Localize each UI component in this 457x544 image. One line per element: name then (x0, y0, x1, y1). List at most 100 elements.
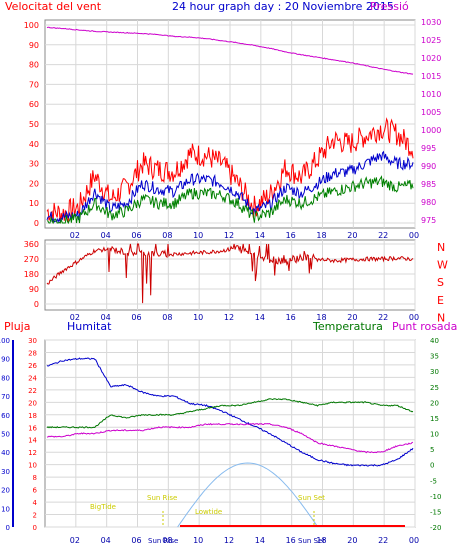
temperature-tick: 0 (430, 462, 434, 470)
temperature-tick: -5 (430, 477, 437, 485)
rain-tick: 28 (28, 349, 37, 357)
rain-tick: 6 (33, 487, 38, 495)
humidity-tick: 70 (1, 393, 10, 401)
title-pressure: Pressió (370, 0, 409, 13)
series-dewpoint (46, 422, 414, 454)
hum-x-tick: 02 (70, 536, 80, 544)
rain-tick: 24 (28, 374, 37, 382)
pressure-right-tick: 980 (421, 198, 436, 207)
pressure-right-tick: 1030 (421, 18, 441, 27)
hum-x-tick: 08 (162, 536, 172, 544)
title-graph-day: 24 hour graph day : 20 Noviembre 2015 (172, 0, 394, 13)
humidity-tick: 20 (1, 487, 10, 495)
rain-tick: 30 (28, 337, 37, 345)
series-humidity (46, 357, 414, 467)
wind-x-tick: 22 (378, 231, 388, 240)
pressure-right-tick: 1010 (421, 90, 441, 99)
temperature-tick: 20 (430, 399, 439, 407)
wind-x-tick: 04 (101, 231, 111, 240)
wind-left-tick: 40 (29, 140, 39, 149)
wind-left-tick: 0 (34, 219, 39, 228)
pressure-right-tick: 975 (421, 216, 436, 225)
pressure-right-tick: 985 (421, 180, 436, 189)
temperature-tick: 40 (430, 337, 439, 345)
rain-tick: 8 (33, 474, 37, 482)
rain-tick: 26 (28, 362, 37, 370)
humidity-tick: 100 (0, 337, 10, 345)
dir-x-tick: 02 (70, 313, 80, 322)
humidity-tick: 90 (1, 356, 10, 364)
pressure-right-tick: 1005 (421, 108, 441, 117)
sun-elevation-arc (177, 462, 319, 528)
wind-x-tick: 12 (224, 231, 234, 240)
temperature-tick: -15 (430, 508, 441, 516)
pressure-right-tick: 1025 (421, 36, 441, 45)
annotation-sunrise: Sun Rise (147, 494, 177, 502)
humidity-tick: 50 (1, 431, 10, 439)
dir-left-tick: 270 (24, 255, 39, 264)
dir-compass-label: E (437, 294, 444, 307)
temperature-tick: 15 (430, 415, 439, 423)
hum-x-tick: 12 (224, 536, 234, 544)
wind-left-tick: 90 (29, 41, 39, 50)
dir-x-tick: 18 (316, 313, 326, 322)
dir-compass-label: N (437, 241, 445, 254)
dir-x-tick: 14 (255, 313, 265, 322)
wind-left-tick: 50 (29, 120, 39, 129)
humidity-tick: 0 (6, 524, 10, 532)
rain-tick: 12 (28, 449, 37, 457)
hum-x-tick: 10 (193, 536, 203, 544)
dir-left-tick: 360 (24, 240, 39, 249)
title-temperatura: Temperatura (313, 320, 383, 333)
dir-x-tick: 00 (409, 313, 419, 322)
dir-compass-label: N (437, 311, 445, 324)
series-gust (46, 117, 414, 223)
rain-tick: 4 (33, 499, 38, 507)
series-temperature (46, 398, 414, 429)
temperature-tick: 30 (430, 368, 439, 376)
dir-x-tick: 08 (162, 313, 172, 322)
dir-x-tick: 20 (347, 313, 357, 322)
hum-x-tick: 18 (316, 536, 326, 544)
wind-left-tick: 80 (29, 61, 39, 70)
dir-x-tick: 16 (286, 313, 296, 322)
title-punt-rosada: Punt rosada (392, 320, 457, 333)
annotation-sunrise-time: Sun Rise (148, 537, 178, 544)
dir-left-tick: 0 (34, 300, 39, 309)
humidity-tick: 40 (1, 449, 10, 457)
wind-left-tick: 100 (24, 21, 39, 30)
wind-left-tick: 60 (29, 100, 39, 109)
pressure-right-tick: 990 (421, 162, 436, 171)
dir-x-tick: 06 (131, 313, 141, 322)
rain-tick: 10 (28, 462, 37, 470)
wind-left-tick: 20 (29, 179, 39, 188)
dir-x-tick: 12 (224, 313, 234, 322)
wind-x-tick: 00 (409, 231, 419, 240)
humidity-tick: 30 (1, 468, 10, 476)
dir-left-tick: 180 (24, 270, 39, 279)
series-average (46, 150, 414, 224)
wind-left-tick: 30 (29, 160, 39, 169)
annotation-sunset-time: Sun Set (298, 537, 325, 544)
rain-tick: 0 (33, 524, 37, 532)
pressure-right-tick: 1015 (421, 72, 441, 81)
wind-x-tick: 18 (316, 231, 326, 240)
pressure-right-tick: 1020 (421, 54, 441, 63)
rain-tick: 18 (28, 412, 37, 420)
rain-tick: 16 (28, 424, 37, 432)
wind-left-tick: 70 (29, 80, 39, 89)
temperature-tick: 35 (430, 353, 439, 361)
dir-compass-label: W (437, 259, 448, 272)
hum-x-tick: 16 (286, 536, 296, 544)
title-pluja: Pluja (4, 320, 31, 333)
wind-x-tick: 08 (162, 231, 172, 240)
hum-x-tick: 00 (409, 536, 419, 544)
series-min (46, 175, 414, 225)
pressure-right-tick: 995 (421, 144, 436, 153)
rain-tick: 20 (28, 399, 37, 407)
humidity-tick: 80 (1, 374, 10, 382)
humidity-tick: 10 (1, 505, 10, 513)
wind-x-tick: 02 (70, 231, 80, 240)
series-pressure (46, 26, 414, 75)
